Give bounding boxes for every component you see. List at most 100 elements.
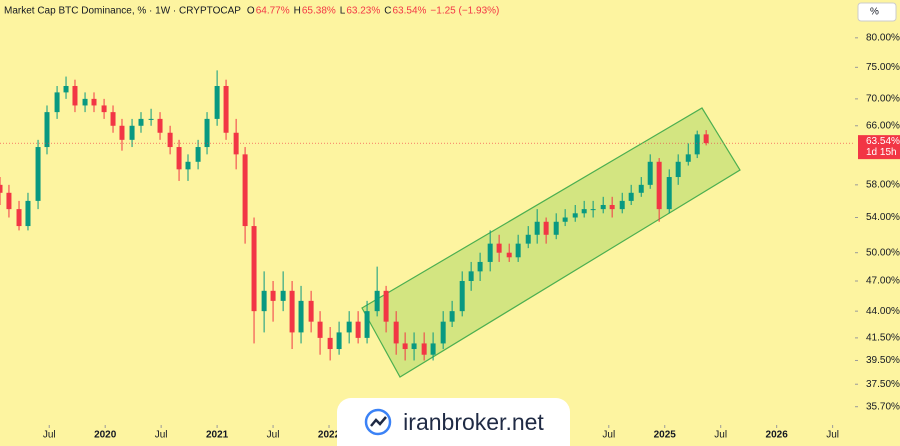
y-tick-label: 39.50% xyxy=(866,355,900,366)
y-tick-label: 50.00% xyxy=(866,247,900,258)
candle-body xyxy=(430,343,436,355)
candle-body xyxy=(214,85,220,119)
candle-body xyxy=(496,243,502,253)
candle-body xyxy=(223,85,229,133)
candle-body xyxy=(251,226,257,312)
y-tick-label: 47.00% xyxy=(866,276,900,287)
candle-body xyxy=(82,98,88,106)
candle-body xyxy=(506,252,512,258)
candle-body xyxy=(685,154,691,162)
candle-body xyxy=(647,161,653,185)
y-tick-label: 70.00% xyxy=(866,94,900,105)
y-tick-label: 54.00% xyxy=(866,212,900,223)
x-tick-label: Jul xyxy=(602,430,615,441)
candle-body xyxy=(157,118,163,133)
candle-body xyxy=(355,321,361,338)
candle-body xyxy=(694,134,700,155)
candle-body xyxy=(185,161,191,170)
x-tick-label: 2021 xyxy=(206,430,229,441)
candle-body xyxy=(336,332,342,350)
ohlc-key: C xyxy=(384,6,391,17)
x-tick-label: 2022 xyxy=(318,430,341,441)
candle-body xyxy=(54,92,60,113)
y-tick-label: 75.00% xyxy=(866,62,900,73)
y-tick-label: 41.50% xyxy=(866,333,900,344)
candle-body xyxy=(138,118,144,126)
ohlc-value: 63.23% xyxy=(346,6,380,17)
candle-body xyxy=(534,221,540,235)
candle-body xyxy=(515,243,521,258)
candle-body xyxy=(609,204,615,210)
candle-body xyxy=(25,200,31,227)
x-tick-label: Jul xyxy=(267,430,280,441)
watermark-logo xyxy=(364,408,392,436)
candle-body xyxy=(16,209,22,227)
candle-body xyxy=(346,321,352,333)
candle-body xyxy=(195,147,201,162)
y-tick-label: 37.50% xyxy=(866,379,900,390)
candle-body xyxy=(44,112,50,148)
candle-body xyxy=(91,98,97,106)
watermark-text: iranbroker.net xyxy=(403,408,544,435)
candle-body xyxy=(638,184,644,193)
unit-button[interactable] xyxy=(857,2,897,22)
ohlc-value: 63.54% xyxy=(393,6,427,17)
x-tick-label: Jul xyxy=(155,430,168,441)
candle-body xyxy=(402,343,408,350)
candle-body xyxy=(0,184,3,193)
candle-body xyxy=(308,300,314,322)
ohlc-key: O xyxy=(247,6,255,17)
candle-body xyxy=(72,85,78,106)
candle-body xyxy=(261,290,267,312)
candle-body xyxy=(280,290,286,301)
candle-body xyxy=(543,221,549,235)
header: Market Cap BTC Dominance, % · 1W · CRYPT… xyxy=(4,6,499,17)
candle-body xyxy=(581,209,587,214)
watermark: iranbroker.net xyxy=(337,398,570,446)
candle-body xyxy=(35,147,41,201)
candle-body xyxy=(393,321,399,344)
candle-body xyxy=(590,209,596,211)
x-tick-label: 2025 xyxy=(654,430,677,441)
candle-body xyxy=(374,290,380,312)
y-tick-label: 80.00% xyxy=(866,32,900,43)
x-tick-label: Jul xyxy=(826,430,839,441)
candle-body xyxy=(525,234,531,244)
candle-body xyxy=(666,177,672,210)
candle-body xyxy=(204,118,210,148)
candle-body xyxy=(440,321,446,344)
candle-body xyxy=(411,343,417,350)
candle-body xyxy=(270,290,276,301)
candle-body xyxy=(600,204,606,210)
x-tick-label: 2020 xyxy=(94,430,117,441)
unit-button-label[interactable]: % xyxy=(870,7,879,18)
candle-body xyxy=(628,192,634,201)
candle-body xyxy=(129,125,135,140)
candle-body xyxy=(562,217,568,222)
x-tick-label: Jul xyxy=(43,430,56,441)
candle-body xyxy=(242,154,248,227)
candle-body xyxy=(176,147,182,170)
ohlc-key: H xyxy=(294,6,301,17)
candle-body xyxy=(383,290,389,322)
candle-body xyxy=(656,161,662,210)
candle-body xyxy=(289,290,295,333)
ohlc-value: 64.77% xyxy=(256,6,290,17)
candle-body xyxy=(167,132,173,148)
candle-body xyxy=(703,134,709,144)
candle-body xyxy=(421,343,427,355)
candle-body xyxy=(487,243,493,262)
candle-body xyxy=(675,161,681,178)
channel-drawing xyxy=(361,107,741,378)
candle-body xyxy=(317,321,323,338)
candle-body xyxy=(477,261,483,272)
candle-body xyxy=(148,118,154,120)
candle-body xyxy=(553,221,559,235)
candle-body xyxy=(327,337,333,350)
candle-body xyxy=(459,280,465,312)
x-tick-label: 2026 xyxy=(766,430,789,441)
candle-body xyxy=(119,125,125,140)
candle-body xyxy=(449,311,455,322)
